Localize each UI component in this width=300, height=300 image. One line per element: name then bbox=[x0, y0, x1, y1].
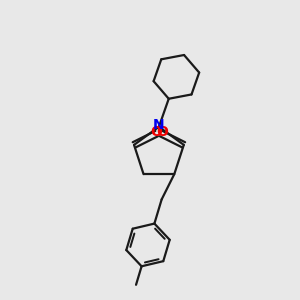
Text: O: O bbox=[150, 125, 162, 139]
Text: O: O bbox=[156, 125, 168, 139]
Text: N: N bbox=[153, 118, 165, 132]
